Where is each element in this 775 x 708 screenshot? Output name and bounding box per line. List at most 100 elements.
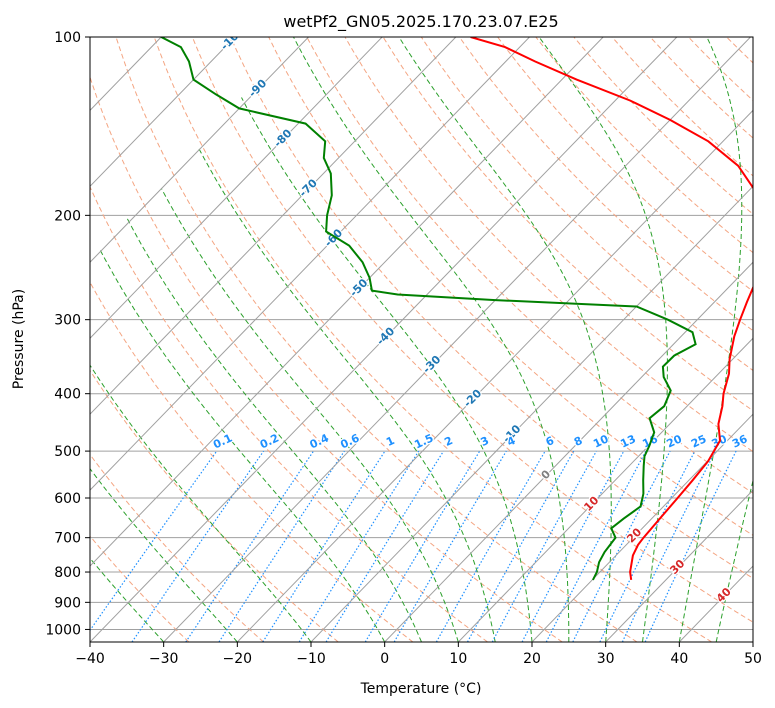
dry-adiabat-line bbox=[90, 185, 488, 642]
dry-adiabat-line bbox=[90, 369, 339, 642]
dry-adiabat-line bbox=[153, 37, 712, 642]
dry-adiabat-line bbox=[382, 37, 753, 412]
moist-adiabat-line bbox=[160, 188, 459, 642]
isotherm-line bbox=[90, 37, 236, 188]
moist-adiabat-line bbox=[398, 37, 612, 642]
mixing-ratio-line bbox=[325, 450, 445, 642]
isotherm-label: -20 bbox=[461, 387, 484, 410]
axes: −40 −30 −20 −10 0 10 20 30 40 5010020030040050060… bbox=[45, 30, 762, 667]
isotherm-label: 30 bbox=[667, 557, 687, 577]
isotherm-line bbox=[90, 37, 530, 491]
isotherm-line bbox=[752, 641, 753, 642]
mixing-ratio-label: 6 bbox=[544, 434, 557, 449]
moist-adiabat-line bbox=[99, 248, 386, 642]
isotherm-line bbox=[605, 489, 753, 642]
mixing-ratio-label: 1 bbox=[384, 434, 396, 449]
dry-adiabat-line bbox=[535, 37, 753, 254]
x-axis-label: Temperature (°C) bbox=[360, 681, 482, 697]
moist-adiabat-line bbox=[198, 147, 496, 642]
mixing-ratio-label: 10 bbox=[591, 432, 611, 450]
x-tick-label: 50 bbox=[744, 651, 762, 667]
moist-adiabat-line bbox=[678, 37, 743, 642]
mixing-ratio-line bbox=[298, 450, 420, 642]
x-tick-label: 0 bbox=[380, 651, 389, 667]
isotherm-line bbox=[163, 37, 751, 642]
x-tick-label: −20 bbox=[223, 651, 253, 667]
y-tick-label: 400 bbox=[54, 387, 81, 403]
moist-adiabat-line bbox=[538, 37, 668, 642]
mixing-ratio-line bbox=[218, 450, 345, 642]
dry-adiabat-line bbox=[344, 37, 753, 453]
dry-adiabat-line bbox=[115, 37, 638, 642]
dry-adiabat-line bbox=[765, 37, 775, 642]
moist-adiabat-line bbox=[126, 218, 422, 642]
isotherm-label: -100 bbox=[218, 24, 247, 53]
dry-adiabat-line bbox=[90, 535, 190, 642]
mixing-ratio-label: 2 bbox=[442, 434, 454, 449]
y-tick-label: 300 bbox=[54, 313, 81, 329]
mixing-ratio-line bbox=[644, 450, 737, 642]
y-tick-label: 900 bbox=[54, 595, 81, 611]
isotherm-label: -80 bbox=[271, 126, 294, 149]
isotherm-line bbox=[90, 37, 383, 339]
isotherm-label: 20 bbox=[624, 525, 644, 545]
x-tick-label: −30 bbox=[149, 651, 179, 667]
dry-adiabat-line bbox=[420, 37, 753, 372]
dry-adiabat-line bbox=[649, 37, 753, 139]
mixing-ratio-line bbox=[90, 450, 218, 632]
dry-adiabat-line bbox=[573, 37, 753, 215]
isotherm-line bbox=[90, 37, 678, 642]
mixing-ratio-label: 0.6 bbox=[338, 431, 361, 451]
y-tick-label: 500 bbox=[54, 444, 81, 460]
mixing-ratio-label: 0.4 bbox=[308, 431, 331, 451]
mixing-ratio-line bbox=[599, 450, 696, 642]
moist-adiabat-line bbox=[293, 37, 570, 642]
temperature-profile-line bbox=[470, 37, 753, 581]
dry-adiabat-line bbox=[230, 37, 753, 579]
mixing-ratio-line bbox=[466, 450, 575, 642]
mixing-ratio-line bbox=[491, 450, 597, 642]
mixing-ratio-label: 20 bbox=[665, 432, 685, 450]
mixing-ratio-line bbox=[521, 450, 625, 642]
dry-adiabat-line bbox=[90, 75, 563, 642]
x-tick-label: 30 bbox=[597, 651, 615, 667]
y-tick-label: 600 bbox=[54, 491, 81, 507]
plot-area: -100-90-80-70-60-50-40-30-20-10010203040… bbox=[90, 24, 775, 642]
dry-adiabat-line bbox=[458, 37, 753, 332]
y-tick-label: 1000 bbox=[45, 622, 81, 638]
isotherm-label: -40 bbox=[374, 324, 397, 347]
dry-adiabat-line bbox=[191, 37, 753, 623]
dry-adiabat-line bbox=[611, 37, 753, 177]
y-tick-label: 700 bbox=[54, 531, 81, 547]
moist-adiabat-line bbox=[90, 557, 165, 642]
isotherm-label: 10 bbox=[581, 494, 601, 514]
x-tick-label: 10 bbox=[449, 651, 467, 667]
isotherm-label: 0 bbox=[539, 467, 554, 482]
x-tick-label: −10 bbox=[296, 651, 326, 667]
x-tick-label: 40 bbox=[670, 651, 688, 667]
mixing-ratio-label: 13 bbox=[618, 432, 637, 450]
isotherm-line bbox=[90, 37, 309, 263]
y-tick-label: 200 bbox=[54, 208, 81, 224]
mixing-ratio-line bbox=[572, 450, 671, 642]
moist-adiabat-line bbox=[90, 364, 312, 642]
dry-adiabat-line bbox=[90, 453, 264, 642]
plot-frame bbox=[89, 36, 754, 643]
x-tick-label: 20 bbox=[523, 651, 541, 667]
mixing-ratio-label: 25 bbox=[689, 432, 708, 450]
y-tick-label: 100 bbox=[54, 30, 81, 46]
mixing-ratio-line bbox=[185, 450, 314, 642]
moist-adiabat-line bbox=[90, 467, 238, 642]
x-tick-label: −40 bbox=[75, 651, 105, 667]
isotherm-line bbox=[90, 37, 457, 415]
mixing-ratio-line bbox=[435, 450, 546, 642]
isotherm-line bbox=[236, 109, 753, 642]
isotherm-label: -70 bbox=[297, 176, 320, 199]
mixing-ratio-line bbox=[262, 450, 386, 642]
moist-adiabat-line bbox=[241, 97, 533, 642]
chart-title: wetPf2_GN05.2025.170.23.07.E25 bbox=[283, 12, 558, 32]
isotherm-line bbox=[310, 185, 753, 642]
isotherm-label: -90 bbox=[246, 77, 269, 100]
isotherm-line bbox=[531, 413, 753, 642]
